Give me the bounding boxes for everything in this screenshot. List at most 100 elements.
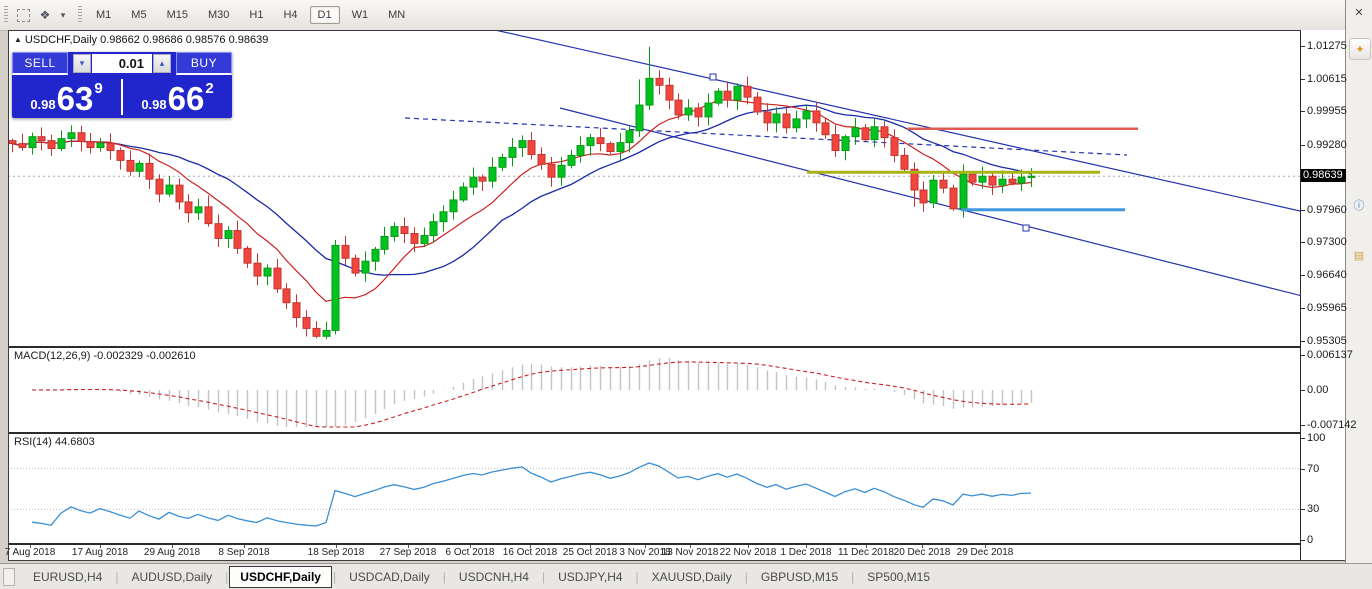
date-label: 18 Sep 2018 <box>307 547 365 558</box>
buy-price[interactable]: 0.98 66 2 <box>123 78 232 116</box>
tab-separator: | <box>332 570 337 584</box>
timeframe-h1[interactable]: H1 <box>249 9 264 21</box>
channel-lower-handle[interactable] <box>1022 224 1030 232</box>
candle-body <box>420 235 429 244</box>
candle-body <box>322 329 331 337</box>
candle-body <box>243 247 252 264</box>
date-label: 3 Nov 2018 <box>619 547 671 558</box>
price-panel[interactable]: ▲ USDCHF,Daily 0.98662 0.98686 0.98576 0.… <box>8 29 1319 346</box>
rsi-label: RSI(14) 44.6803 <box>14 436 95 448</box>
candle-body <box>576 145 585 156</box>
tab-audusd-daily[interactable]: AUDUSD,Daily <box>131 570 213 584</box>
toolbar-drag-handle[interactable] <box>4 6 8 24</box>
tab-xauusd-daily[interactable]: XAUUSD,Daily <box>651 570 732 584</box>
candle-body <box>665 84 674 101</box>
channel-upper-handle[interactable] <box>709 73 717 81</box>
tab-usdcnh-h4[interactable]: USDCNH,H4 <box>458 570 529 584</box>
tab-eurusd-h4[interactable]: EURUSD,H4 <box>33 570 103 584</box>
price-tick-label: 0.97960 <box>1307 203 1347 216</box>
close-icon[interactable]: ✕ <box>1354 6 1364 19</box>
channel-lower[interactable] <box>559 107 1319 301</box>
candle-body <box>1017 176 1026 184</box>
date-label: 13 Nov 2018 <box>661 547 719 558</box>
lot-decrease-button[interactable]: ▾ <box>73 54 91 73</box>
timeframe-mn[interactable]: MN <box>388 9 406 21</box>
sell-price-prefix: 0.98 <box>30 97 56 112</box>
rsi-tick <box>1301 438 1305 439</box>
candle-body <box>331 244 340 331</box>
inner-trendline[interactable] <box>404 117 1128 156</box>
candle-body <box>361 260 370 274</box>
candle-body <box>939 179 948 189</box>
price-chart-canvas[interactable] <box>8 29 1319 346</box>
candle-body <box>978 175 987 183</box>
candle-body <box>273 267 282 290</box>
panel-separator[interactable] <box>8 346 1345 348</box>
toolbar-drag-handle[interactable] <box>78 6 82 24</box>
candle-body <box>508 147 517 158</box>
macd-canvas[interactable] <box>8 348 1300 432</box>
candle-body <box>302 317 311 329</box>
candle-body <box>116 150 125 161</box>
timeframe-m5[interactable]: M5 <box>131 9 147 21</box>
panel-separator[interactable] <box>8 432 1345 434</box>
timeframe-m30[interactable]: M30 <box>207 9 230 21</box>
rsi-panel[interactable]: RSI(14) 44.6803 <box>8 434 1300 543</box>
candle-body <box>694 107 703 118</box>
chevron-down-icon[interactable]: ▾ <box>60 9 66 20</box>
candle-body <box>145 162 154 180</box>
price-tick <box>1301 46 1305 47</box>
timeframe-m15[interactable]: M15 <box>166 9 188 21</box>
buy-button[interactable]: BUY <box>176 52 232 75</box>
star-button[interactable]: ✦ <box>1349 38 1371 60</box>
rsi-tick <box>1301 540 1305 541</box>
candle-body <box>812 110 821 124</box>
candle-body <box>606 143 615 152</box>
candle-body <box>518 140 527 149</box>
lot-increase-button[interactable]: ▴ <box>153 54 171 73</box>
candle-body <box>439 211 448 223</box>
date-tick <box>922 545 923 548</box>
candle-body <box>537 153 546 165</box>
tab-scroll-stub[interactable] <box>3 568 15 586</box>
tab-usdjpy-h4[interactable]: USDJPY,H4 <box>558 570 623 584</box>
lot-size-input[interactable]: 0.01 <box>92 54 152 73</box>
tab-separator: | <box>225 570 229 584</box>
candle-body <box>792 118 801 129</box>
tab-gbpusd-m15[interactable]: GBPUSD,M15 <box>760 570 839 584</box>
timeframe-w1[interactable]: W1 <box>351 9 369 21</box>
sell-button[interactable]: SELL <box>12 52 68 75</box>
macd-tick-label: -0.007142 <box>1307 419 1357 431</box>
sell-price[interactable]: 0.98 63 9 <box>12 78 121 116</box>
candle-body <box>126 159 135 172</box>
timeframe-h4[interactable]: H4 <box>283 9 298 21</box>
tab-usdchf-daily[interactable]: USDCHF,Daily <box>229 566 332 588</box>
candle-body <box>37 136 46 142</box>
channel-upper[interactable] <box>494 29 1319 216</box>
arrange-charts-icon[interactable]: ❖ <box>39 8 51 22</box>
price-axis[interactable] <box>1301 30 1345 560</box>
price-tick <box>1301 308 1305 310</box>
collapse-triangle-icon[interactable]: ▲ <box>14 35 22 44</box>
candle-body <box>449 199 458 213</box>
tab-usdcad-daily[interactable]: USDCAD,Daily <box>349 570 430 584</box>
template-icon[interactable] <box>14 6 32 24</box>
rsi-canvas[interactable] <box>8 434 1300 543</box>
tab-sp500-m15[interactable]: SP500,M15 <box>867 570 931 584</box>
macd-panel[interactable]: MACD(12,26,9) -0.002329 -0.002610 <box>8 348 1300 432</box>
chart-tab-bar: EURUSD,H4 | AUDUSD,Daily | USDCHF,Daily | USDC… <box>0 563 1372 589</box>
date-tick <box>806 545 807 548</box>
info-icon[interactable]: ⓘ <box>1353 200 1365 212</box>
candle-body <box>351 257 360 274</box>
folder-icon[interactable]: ▤ <box>1353 249 1365 262</box>
date-axis[interactable]: 7 Aug 2018 17 Aug 2018 29 Aug 2018 8 Sep 20… <box>5 545 1300 560</box>
buy-price-pip: 2 <box>205 80 214 97</box>
sell-price-pip: 9 <box>94 80 103 97</box>
timeframe-m1[interactable]: M1 <box>96 9 112 21</box>
tab-separator: | <box>635 570 639 584</box>
candle-body <box>214 223 223 239</box>
candle-body <box>919 189 928 204</box>
timeframe-d1[interactable]: D1 <box>309 6 340 24</box>
panel-separator <box>8 543 1345 545</box>
chart-title: ▲ USDCHF,Daily 0.98662 0.98686 0.98576 0.… <box>14 34 268 46</box>
